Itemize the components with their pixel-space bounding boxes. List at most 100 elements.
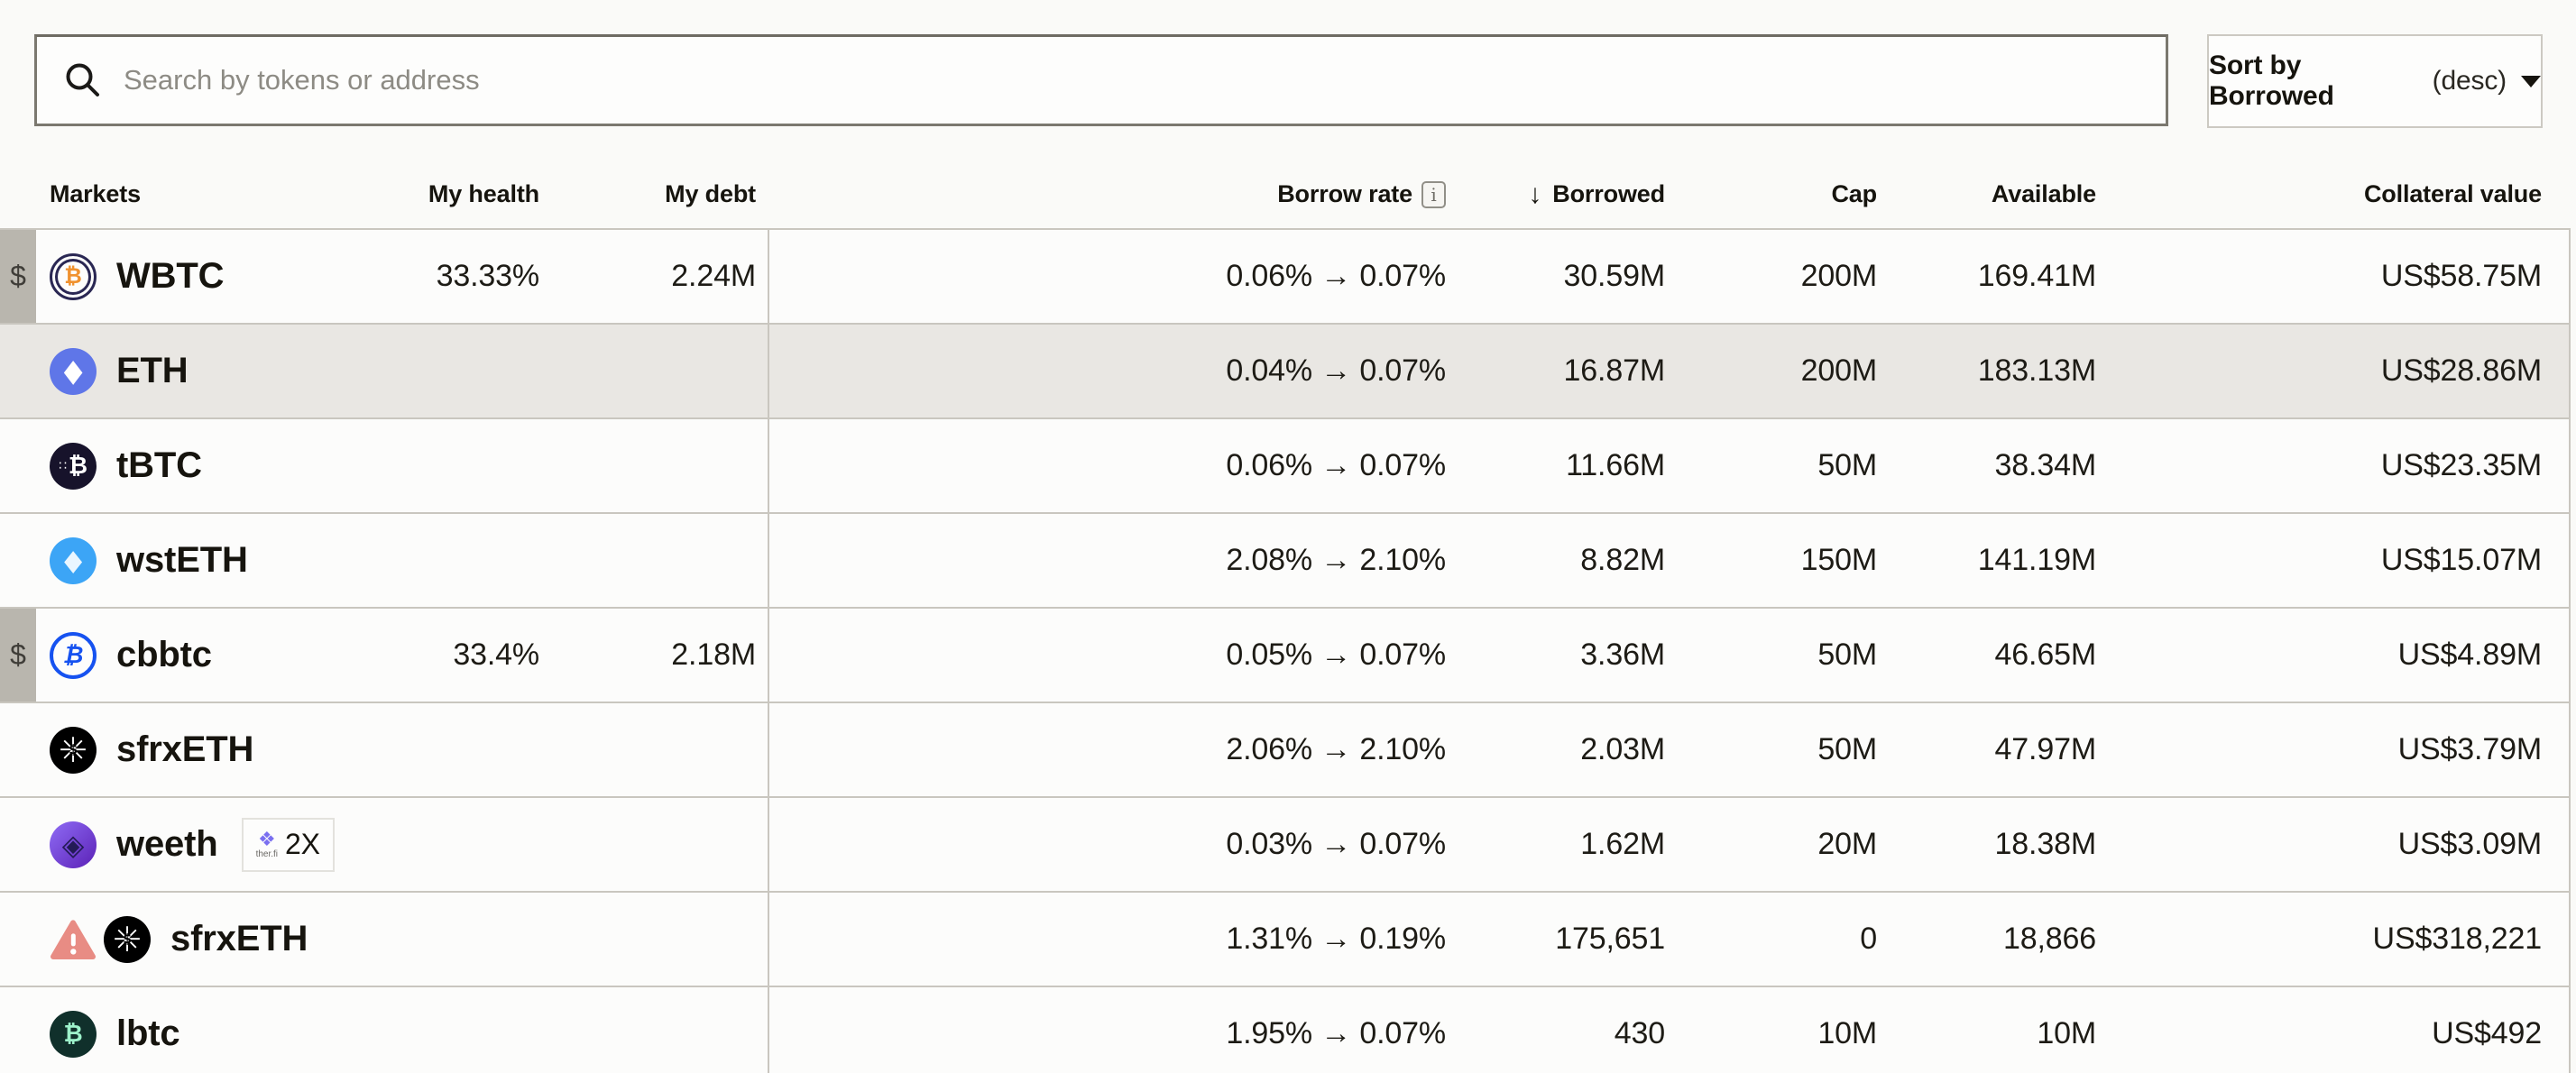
- etherfi-logo-icon: ❖ ther.fi: [255, 828, 279, 859]
- header-my-debt: My debt: [665, 180, 756, 207]
- sort-button[interactable]: Sort by Borrowed (desc): [2207, 34, 2543, 128]
- token-name: ETH: [116, 351, 189, 390]
- warning-icon: [50, 919, 97, 960]
- available-cell: 38.34M: [1994, 448, 2097, 482]
- borrow-rate-cell: 0.05% → 0.07%: [1226, 637, 1446, 672]
- collateral-value-cell: US$28.86M: [2380, 353, 2542, 388]
- table-right-border: [2569, 228, 2571, 1073]
- cap-cell: 150M: [1800, 543, 1878, 577]
- info-icon[interactable]: i: [1421, 180, 1446, 208]
- borrow-rate-cell: 0.03% → 0.07%: [1226, 827, 1446, 861]
- borrowed-cell: 16.87M: [1563, 353, 1666, 388]
- table-row[interactable]: weeth ❖ ther.fi 2X 0.03% → 0.07% 1.62M 2…: [0, 798, 2571, 893]
- borrowed-cell: 3.36M: [1580, 637, 1665, 672]
- token-icon: [50, 536, 97, 584]
- available-cell: 18.38M: [1994, 827, 2097, 861]
- collateral-value-cell: US$3.79M: [2397, 732, 2543, 766]
- token-icon: [104, 915, 151, 963]
- collateral-value-cell: US$318,221: [2372, 922, 2543, 956]
- token-icon: [50, 726, 97, 774]
- token-name: wstETH: [116, 540, 248, 580]
- header-available: Available: [1991, 180, 2096, 207]
- table-row[interactable]: $ cbbtc 33.4% 2.18M 0.05% → 0.07% 3.36M …: [0, 609, 2571, 703]
- cap-cell: 20M: [1817, 827, 1877, 861]
- cap-cell: 200M: [1800, 259, 1878, 293]
- collateral-value-cell: US$492: [2432, 1016, 2542, 1050]
- token-name: WBTC: [116, 256, 225, 296]
- token-icon: [50, 252, 97, 300]
- token-icon: [50, 1010, 97, 1058]
- table-row[interactable]: tBTC 0.06% → 0.07% 11.66M 50M 38.34M US$…: [0, 419, 2571, 514]
- available-cell: 18,866: [2002, 922, 2096, 956]
- header-my-health: My health: [428, 180, 539, 207]
- token-name: cbbtc: [116, 635, 212, 674]
- available-cell: 141.19M: [1977, 543, 2096, 577]
- collateral-value-cell: US$15.07M: [2380, 543, 2542, 577]
- table-row[interactable]: ETH 0.04% → 0.07% 16.87M 200M 183.13M US…: [0, 325, 2571, 419]
- borrowed-cell: 2.03M: [1580, 732, 1665, 766]
- table-row[interactable]: $ WBTC 33.33% 2.24M 0.06% → 0.07% 30.59M…: [0, 230, 2571, 325]
- cap-cell: 0: [1860, 922, 1877, 956]
- my-health-cell: 33.33%: [436, 259, 540, 293]
- token-name: lbtc: [116, 1013, 180, 1053]
- available-cell: 183.13M: [1977, 353, 2096, 388]
- collateral-value-cell: US$23.35M: [2380, 448, 2542, 482]
- table-row[interactable]: sfrxETH 2.06% → 2.10% 2.03M 50M 47.97M U…: [0, 703, 2571, 798]
- collateral-value-cell: US$58.75M: [2380, 259, 2542, 293]
- header-collateral-value: Collateral value: [2363, 180, 2542, 207]
- token-name: sfrxETH: [170, 919, 308, 958]
- cap-cell: 50M: [1817, 732, 1877, 766]
- available-cell: 169.41M: [1977, 259, 2096, 293]
- table-header: Markets My health My debt Borrow rate i …: [0, 160, 2571, 228]
- borrowed-cell: 430: [1614, 1016, 1665, 1050]
- borrowed-cell: 175,651: [1555, 922, 1665, 956]
- available-cell: 10M: [2037, 1016, 2096, 1050]
- table-row[interactable]: wstETH 2.08% → 2.10% 8.82M 150M 141.19M …: [0, 514, 2571, 609]
- borrow-rate-cell: 0.04% → 0.07%: [1226, 353, 1446, 388]
- token-icon: [50, 821, 97, 868]
- position-marker: $: [0, 609, 36, 702]
- borrowed-cell: 30.59M: [1563, 259, 1666, 293]
- table-row[interactable]: sfrxETH 1.31% → 0.19% 175,651 0 18,866 U…: [0, 893, 2571, 987]
- header-markets: Markets: [50, 180, 141, 207]
- search-icon: [66, 63, 99, 96]
- header-cap: Cap: [1831, 180, 1877, 207]
- token-name: sfrxETH: [116, 729, 254, 769]
- dollar-position-icon: $: [10, 638, 26, 671]
- column-divider: [768, 228, 769, 1073]
- collateral-value-cell: US$4.89M: [2397, 637, 2543, 672]
- collateral-value-cell: US$3.09M: [2397, 827, 2543, 861]
- sort-direction: (desc): [2432, 66, 2507, 96]
- my-debt-cell: 2.18M: [671, 637, 756, 672]
- sort-dropdown-caret-icon: [2521, 75, 2541, 87]
- position-marker: $: [0, 230, 36, 323]
- borrow-rate-cell: 2.08% → 2.10%: [1226, 543, 1446, 577]
- search-input[interactable]: [124, 64, 2140, 96]
- cap-cell: 50M: [1817, 448, 1877, 482]
- borrow-rate-cell: 1.31% → 0.19%: [1226, 922, 1446, 956]
- cap-cell: 10M: [1817, 1016, 1877, 1050]
- my-debt-cell: 2.24M: [671, 259, 756, 293]
- token-name: tBTC: [116, 445, 202, 485]
- search-bar: [34, 34, 2168, 126]
- leverage-badge[interactable]: ❖ ther.fi 2X: [241, 817, 335, 872]
- cap-cell: 200M: [1800, 353, 1878, 388]
- borrow-rate-cell: 0.06% → 0.07%: [1226, 259, 1446, 293]
- sort-label: Sort by Borrowed: [2209, 50, 2334, 111]
- available-cell: 46.65M: [1994, 637, 2097, 672]
- borrow-rate-cell: 2.06% → 2.10%: [1226, 732, 1446, 766]
- borrowed-cell: 1.62M: [1580, 827, 1665, 861]
- header-borrow-rate[interactable]: Borrow rate i: [1277, 160, 1446, 228]
- borrowed-cell: 11.66M: [1566, 448, 1665, 482]
- market-rows: $ WBTC 33.33% 2.24M 0.06% → 0.07% 30.59M…: [0, 228, 2571, 1073]
- header-borrowed[interactable]: ↓ Borrowed: [1528, 179, 1665, 209]
- token-icon: [50, 347, 97, 395]
- token-icon: [50, 631, 97, 679]
- my-health-cell: 33.4%: [453, 637, 539, 672]
- table-row[interactable]: lbtc 1.95% → 0.07% 430 10M 10M US$492: [0, 987, 2571, 1073]
- available-cell: 47.97M: [1994, 732, 2097, 766]
- borrow-rate-cell: 1.95% → 0.07%: [1226, 1016, 1446, 1050]
- token-name: weeth: [116, 824, 218, 864]
- cap-cell: 50M: [1817, 637, 1877, 672]
- sort-desc-arrow-icon: ↓: [1528, 179, 1542, 209]
